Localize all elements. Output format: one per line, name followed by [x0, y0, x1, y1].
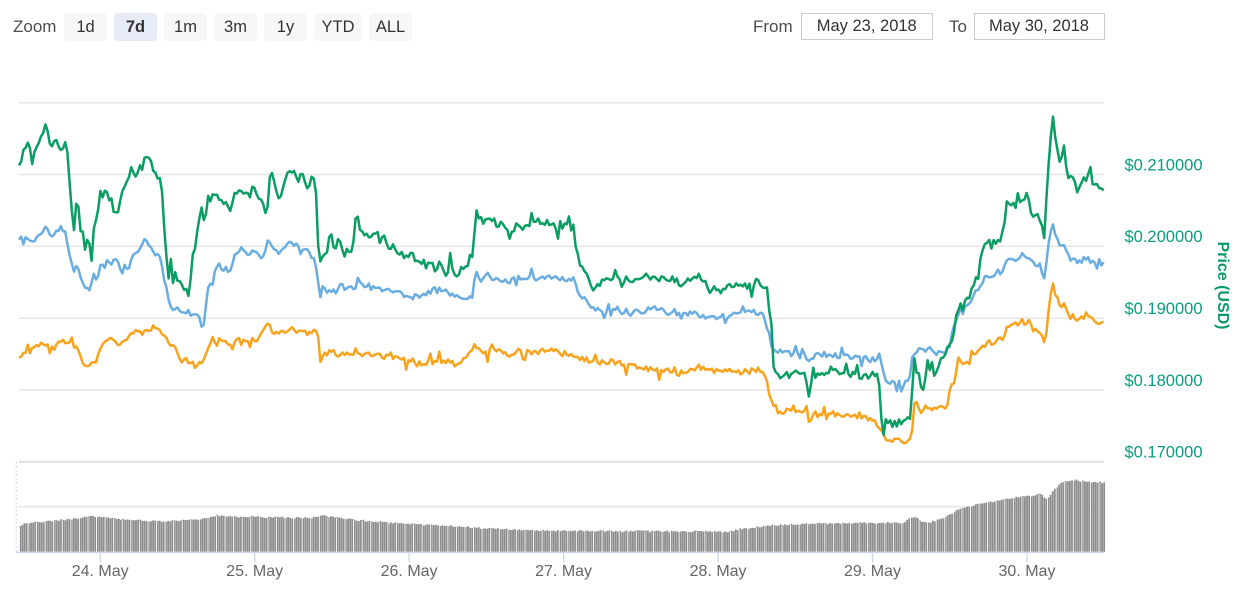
svg-text:$0.190000: $0.190000 [1125, 300, 1203, 318]
svg-text:29. May: 29. May [844, 563, 901, 580]
svg-text:30. May: 30. May [999, 563, 1056, 580]
svg-text:$0.180000: $0.180000 [1125, 372, 1203, 390]
svg-text:24. May: 24. May [72, 563, 129, 580]
svg-text:28. May: 28. May [690, 563, 747, 580]
svg-text:Price (USD): Price (USD) [1214, 241, 1231, 329]
svg-text:26. May: 26. May [381, 563, 438, 580]
svg-text:27. May: 27. May [535, 563, 592, 580]
svg-text:25. May: 25. May [226, 563, 283, 580]
svg-text:$0.170000: $0.170000 [1125, 444, 1203, 462]
svg-text:$0.200000: $0.200000 [1125, 228, 1203, 246]
svg-text:$0.210000: $0.210000 [1125, 156, 1203, 174]
